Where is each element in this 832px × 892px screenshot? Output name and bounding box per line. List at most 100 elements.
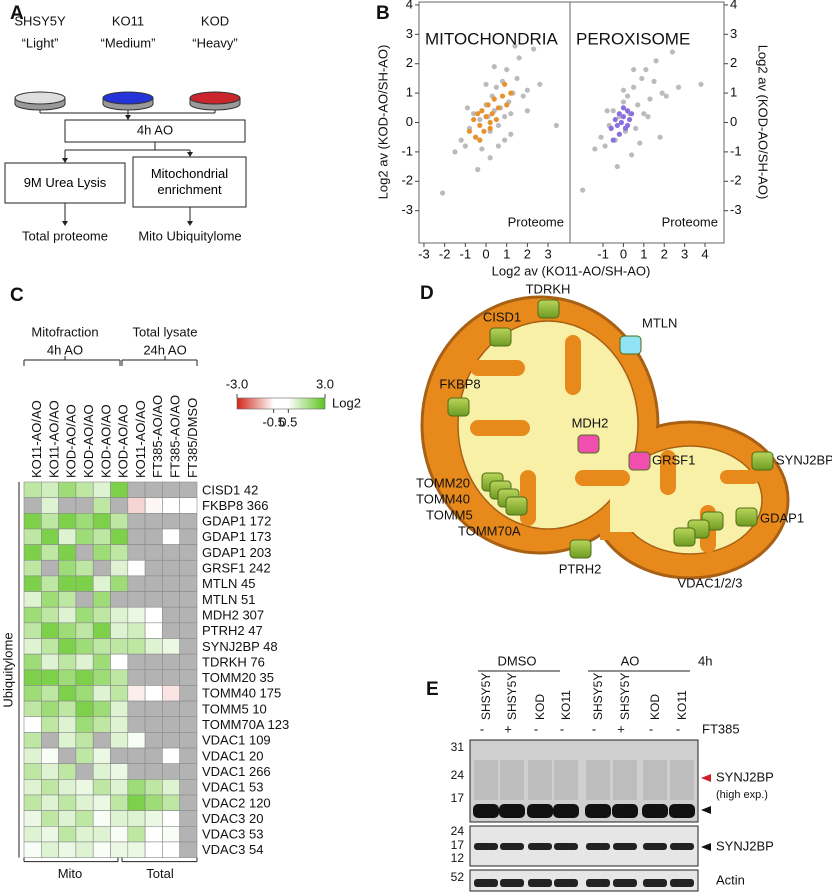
heatmap-cell bbox=[75, 716, 94, 733]
heatmap-cell bbox=[144, 763, 163, 780]
heatmap-cell bbox=[92, 685, 111, 702]
band bbox=[499, 804, 525, 818]
lane-treatment: + bbox=[617, 721, 625, 736]
heatmap-cell bbox=[23, 497, 42, 514]
point bbox=[626, 116, 633, 123]
heatmap-cell bbox=[58, 747, 77, 764]
heatmap-cell bbox=[144, 732, 163, 749]
heatmap-cell bbox=[23, 591, 42, 608]
heatmap-cell bbox=[144, 653, 163, 671]
point bbox=[452, 149, 458, 155]
blot-label: SYNJ2BP bbox=[716, 838, 774, 853]
heatmap-cell bbox=[144, 575, 163, 592]
heatmap-cell bbox=[23, 669, 42, 686]
heatmap-cell bbox=[144, 825, 163, 843]
heatmap-cell bbox=[110, 732, 129, 749]
heatmap-cell bbox=[162, 810, 180, 827]
heatmap-cell bbox=[23, 481, 42, 498]
heatmap-cell bbox=[92, 512, 111, 530]
band-smear bbox=[528, 760, 552, 800]
protein-label: GRSF1 bbox=[652, 452, 695, 467]
heatmap-cell bbox=[127, 825, 146, 843]
row-label: VDAC1 53 bbox=[202, 780, 263, 795]
heatmap-cell bbox=[144, 497, 163, 514]
band-smear bbox=[500, 760, 524, 800]
heatmap-cell bbox=[110, 763, 129, 780]
heatmap-cell bbox=[110, 638, 129, 655]
lane-treatment: + bbox=[504, 721, 512, 736]
point bbox=[487, 125, 493, 131]
arrow-head bbox=[187, 152, 193, 157]
heatmap-cell bbox=[127, 622, 146, 639]
colorbar-label: 3.0 bbox=[316, 376, 334, 391]
mw-marker: 17 bbox=[451, 838, 465, 852]
y-axis-label: Log2 av (KOD-AO/SH-AO) bbox=[756, 45, 771, 200]
x-tick-label: -3 bbox=[418, 246, 430, 261]
group-subtitle: 24h AO bbox=[143, 342, 186, 357]
panel-letter: A bbox=[10, 3, 24, 24]
row-label: GRSF1 242 bbox=[202, 561, 271, 576]
blot-label: SYNJ2BP bbox=[716, 769, 774, 784]
heatmap-cell bbox=[23, 700, 42, 718]
heatmap-cell bbox=[110, 559, 129, 577]
lane-label: KOD bbox=[533, 694, 547, 720]
heatmap-cell bbox=[40, 825, 59, 843]
heatmap-cell bbox=[58, 606, 77, 624]
heatmap-cell bbox=[179, 794, 198, 811]
column-label: FT385/DMSO bbox=[185, 398, 200, 478]
heatmap-cell bbox=[75, 512, 94, 530]
heatmap-cell bbox=[144, 810, 163, 827]
band-arrow bbox=[701, 806, 711, 814]
band bbox=[554, 879, 578, 887]
heatmap-cell bbox=[179, 638, 198, 655]
lane-label: SHSY5Y bbox=[618, 673, 632, 720]
heatmap-cell bbox=[58, 544, 77, 561]
heatmap-cell bbox=[75, 685, 94, 702]
heatmap-cell bbox=[127, 810, 146, 827]
heatmap-cell bbox=[110, 716, 129, 733]
series-label: MITOCHONDRIA bbox=[425, 29, 559, 48]
heatmap-cell bbox=[127, 606, 146, 624]
point bbox=[608, 125, 614, 131]
heatmap-cell bbox=[58, 825, 77, 843]
protein-box bbox=[735, 507, 758, 527]
column-label: FT385-AO/AO bbox=[150, 395, 165, 478]
heatmap-cell bbox=[23, 732, 42, 749]
heatmap-cell bbox=[58, 653, 77, 671]
band bbox=[670, 879, 694, 887]
protein-label: TDRKH bbox=[526, 281, 571, 296]
heatmap-cell bbox=[162, 747, 180, 764]
heatmap-cell bbox=[92, 732, 111, 749]
point bbox=[502, 81, 508, 87]
heatmap-cell bbox=[40, 591, 59, 608]
heatmap-cell bbox=[75, 544, 94, 561]
heatmap-cell bbox=[179, 512, 198, 530]
row-label: TDRKH 76 bbox=[202, 654, 265, 669]
point bbox=[524, 87, 530, 93]
heatmap-cell bbox=[162, 575, 180, 592]
heatmap-cell bbox=[92, 841, 111, 858]
dish-label: “Light” bbox=[22, 35, 59, 50]
point bbox=[675, 84, 682, 90]
heatmap-cell bbox=[40, 528, 59, 545]
band bbox=[500, 879, 524, 887]
row-label: TOMM70A 123 bbox=[202, 717, 289, 732]
point bbox=[614, 122, 620, 129]
heatmap-cell bbox=[144, 716, 163, 733]
heatmap-cell bbox=[162, 685, 180, 702]
heatmap-cell bbox=[110, 606, 129, 624]
heatmap-cell bbox=[75, 638, 94, 655]
point bbox=[604, 108, 610, 114]
point bbox=[502, 137, 508, 143]
point bbox=[516, 55, 522, 61]
point bbox=[653, 58, 659, 64]
treatment-label: FT385 bbox=[702, 721, 740, 736]
heatmap-cell bbox=[23, 794, 42, 811]
heatmap-cell bbox=[40, 685, 59, 702]
heatmap-cell bbox=[75, 825, 94, 843]
heatmap-cell bbox=[179, 575, 198, 592]
point bbox=[479, 146, 485, 152]
heatmap-cell bbox=[23, 575, 42, 592]
heatmap-cell bbox=[162, 591, 180, 608]
protein-box bbox=[505, 496, 528, 516]
